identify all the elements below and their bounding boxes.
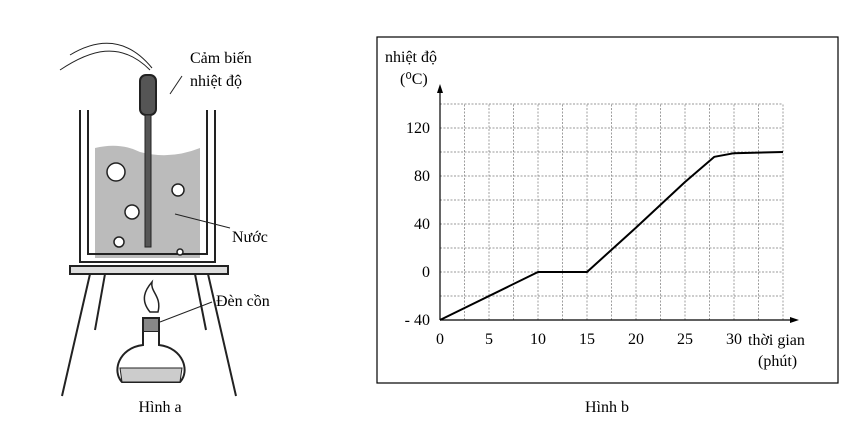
x-tick-label: 15: [579, 331, 595, 348]
water-label: Nước: [232, 229, 268, 246]
x-tick-label: 20: [628, 331, 644, 348]
sensor-wire: [59, 42, 153, 71]
y-tick-label: 80: [414, 168, 430, 185]
beaker: [79, 110, 216, 263]
caption: Hình b: [585, 399, 629, 416]
wick: [142, 317, 160, 333]
x-label: thời gian: [748, 332, 805, 349]
caption: Hình a: [138, 399, 181, 416]
y-arrow: [437, 84, 443, 93]
x-unit: (phút): [758, 353, 797, 370]
stand-top: [69, 265, 229, 275]
x-tick-label: 0: [436, 331, 444, 348]
apparatus: [59, 42, 237, 397]
x-tick-label: 5: [485, 331, 493, 348]
y-unit: (⁰C): [400, 71, 428, 88]
x-tick-label: 25: [677, 331, 693, 348]
sensor-rod: [144, 114, 152, 248]
stand-legs: [61, 273, 237, 397]
x-tick-label: 10: [530, 331, 546, 348]
y-label: nhiệt độ: [385, 49, 437, 66]
y-tick-label: 120: [406, 120, 430, 137]
burner-label: Đèn cồn: [216, 293, 270, 310]
y-tick-label: - 40: [405, 312, 430, 329]
alcohol: [119, 367, 183, 383]
sensor: [139, 74, 157, 116]
x-tick-label: 30: [726, 331, 742, 348]
sensor-label: Cảm biến: [190, 50, 252, 67]
y-tick-label: 40: [414, 216, 430, 233]
data-line: [439, 151, 784, 321]
sensor-label: nhiệt độ: [190, 73, 242, 90]
y-tick-label: 0: [422, 264, 430, 281]
flame: [143, 279, 160, 313]
chart-frame: [376, 36, 839, 384]
x-arrow: [790, 317, 799, 323]
